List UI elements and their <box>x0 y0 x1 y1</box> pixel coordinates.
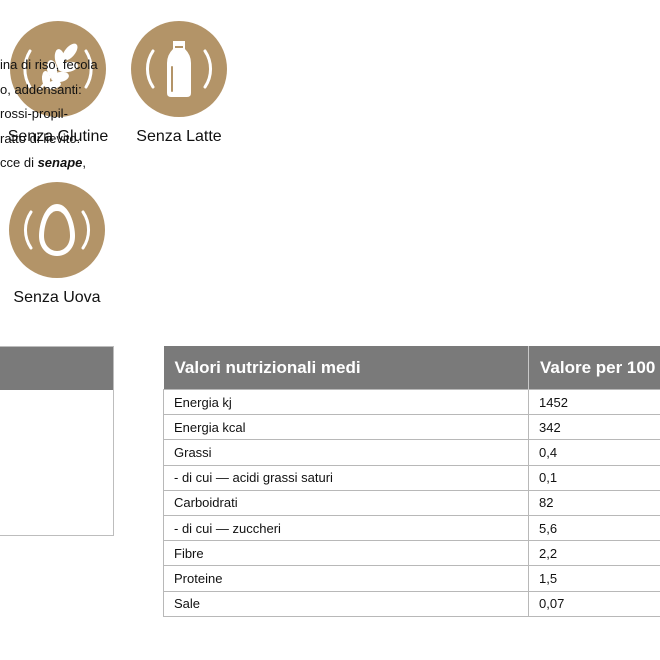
nutrient-value: 2,2 <box>528 540 660 567</box>
table-row: Proteine 1,5 <box>163 565 660 592</box>
nutrition-table: Valori nutrizionali medi Valore per 100 … <box>163 346 660 617</box>
nutrient-label: Grassi <box>163 439 529 466</box>
nutrient-value: 5,6 <box>528 514 660 542</box>
nutrient-value: 0,4 <box>528 439 660 466</box>
nutrient-value: 0,1 <box>528 464 660 491</box>
ingredients-line: rossi-propil- <box>0 106 68 121</box>
nutrient-value: 82 <box>528 489 660 516</box>
badge-label: Senza Uova <box>13 289 101 306</box>
table-row: - di cui — zuccheri 5,6 <box>163 514 660 542</box>
wheat-icon <box>10 21 106 117</box>
nutrient-value: 342 <box>528 414 660 441</box>
nutrient-label: Sale <box>163 590 529 617</box>
ingredients-line: o, addensanti: <box>0 81 82 97</box>
table-row: Energia kj 1452 <box>163 388 660 416</box>
table-row: Carboidrati 82 <box>163 489 660 516</box>
ingredients-header <box>0 347 113 390</box>
nutrient-label: Energia kj <box>163 388 529 416</box>
badge-senza-glutine: Senza Glutine <box>2 21 114 146</box>
table-row: Sale 0,07 <box>163 590 660 617</box>
nutrient-value: 0,07 <box>528 590 660 617</box>
ingredients-text: ina di riso, fecola o, addensanti: rossi… <box>0 53 130 176</box>
allergen-suffix: , <box>82 155 87 170</box>
table-row: Fibre 2,2 <box>163 540 660 567</box>
nutrient-value: 1452 <box>528 388 660 416</box>
badge-label: Senza Glutine <box>7 128 109 145</box>
nutrient-label: Fibre <box>163 540 529 567</box>
allergen-senape: senape <box>37 155 83 170</box>
milk-bottle-icon <box>131 21 227 117</box>
nutrient-label: Proteine <box>163 565 529 592</box>
badge-label: Senza Latte <box>136 128 222 145</box>
badge-senza-uova: Senza Uova <box>8 182 106 307</box>
badge-senza-latte: Senza Latte <box>130 21 228 146</box>
nutrient-label: Carboidrati <box>163 489 529 516</box>
nutrient-label: - di cui — zuccheri <box>163 514 529 542</box>
table-row: Energia kcal 342 <box>163 414 660 441</box>
ingredients-line-text: cce di <box>0 155 38 170</box>
table-row: Grassi 0,4 <box>163 439 660 466</box>
nutrient-label: - di cui — acidi grassi saturi <box>163 464 529 491</box>
ingredients-box <box>0 346 114 536</box>
nutrition-header-value: Valore per 100 <box>528 346 660 390</box>
ingredients-line: ina di riso, fecola <box>0 57 98 72</box>
table-row: - di cui — acidi grassi saturi 0,1 <box>163 464 660 491</box>
egg-icon <box>9 182 105 278</box>
nutrition-header-label: Valori nutrizionali medi <box>163 346 529 390</box>
nutrition-header-row: Valori nutrizionali medi Valore per 100 <box>163 346 660 390</box>
nutrient-value: 1,5 <box>528 565 660 592</box>
nutrient-label: Energia kcal <box>163 414 529 441</box>
ingredients-line: ratto di lievito. <box>0 130 81 146</box>
ingredients-line: cce di senape, <box>0 151 130 176</box>
